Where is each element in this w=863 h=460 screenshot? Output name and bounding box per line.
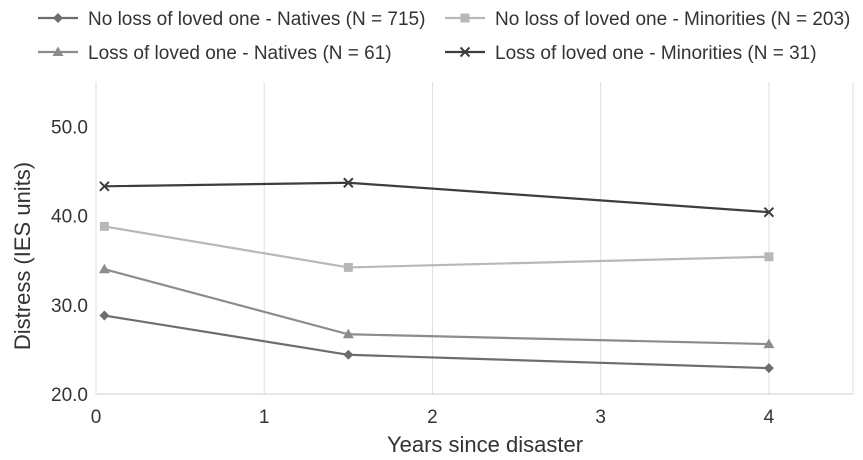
legend-entry: No loss of loved one - Minorities (N = 2… bbox=[445, 9, 850, 30]
data-point bbox=[763, 338, 775, 349]
data-point bbox=[98, 263, 110, 274]
x-tick-label: 2 bbox=[427, 407, 438, 428]
series bbox=[99, 177, 775, 218]
legend-marker bbox=[53, 13, 63, 23]
data-point bbox=[343, 177, 354, 188]
data-point bbox=[342, 328, 354, 339]
x-axis-label: Years since disaster bbox=[387, 432, 583, 457]
series-line bbox=[104, 181, 769, 214]
data-point bbox=[99, 221, 109, 231]
legend-marker bbox=[460, 13, 470, 23]
series bbox=[99, 221, 774, 272]
x-tick-label: 3 bbox=[595, 407, 606, 428]
y-axis-label: Distress (IES units) bbox=[10, 162, 35, 350]
y-tick-label: 30.0 bbox=[51, 296, 88, 317]
series bbox=[99, 310, 774, 374]
y-axis-ticks: 20.0 30.0 40.0 50.0 bbox=[51, 118, 88, 406]
x-tick-label: 4 bbox=[764, 407, 775, 428]
legend-label: No loss of loved one - Minorities (N = 2… bbox=[495, 9, 850, 30]
data-point bbox=[764, 252, 774, 262]
data-point bbox=[343, 349, 354, 360]
y-tick-label: 50.0 bbox=[51, 118, 88, 139]
x-axis-ticks: 0 1 2 3 4 bbox=[91, 407, 775, 428]
series-group bbox=[98, 177, 775, 374]
data-point bbox=[763, 363, 774, 374]
legend-entry: No loss of loved one - Natives (N = 715) bbox=[38, 9, 425, 30]
x-tick-label: 0 bbox=[91, 407, 102, 428]
grid bbox=[95, 82, 854, 395]
legend: No loss of loved one - Natives (N = 715)… bbox=[38, 9, 850, 64]
series-line bbox=[104, 268, 769, 346]
legend-marker bbox=[52, 46, 64, 56]
x-tick-label: 1 bbox=[259, 407, 270, 428]
legend-label: No loss of loved one - Natives (N = 715) bbox=[88, 9, 425, 30]
legend-label: Loss of loved one - Natives (N = 61) bbox=[88, 43, 392, 64]
data-point bbox=[343, 262, 353, 272]
series-line bbox=[104, 225, 769, 269]
data-point bbox=[99, 310, 110, 321]
legend-entry: Loss of loved one - Natives (N = 61) bbox=[38, 43, 392, 64]
data-point bbox=[99, 181, 110, 192]
y-tick-label: 40.0 bbox=[51, 207, 88, 228]
y-tick-label: 20.0 bbox=[51, 385, 88, 406]
legend-entry: Loss of loved one - Minorities (N = 31) bbox=[445, 43, 817, 64]
legend-marker bbox=[459, 46, 471, 58]
data-point bbox=[763, 206, 775, 218]
series bbox=[98, 263, 775, 349]
legend-label: Loss of loved one - Minorities (N = 31) bbox=[495, 43, 817, 64]
